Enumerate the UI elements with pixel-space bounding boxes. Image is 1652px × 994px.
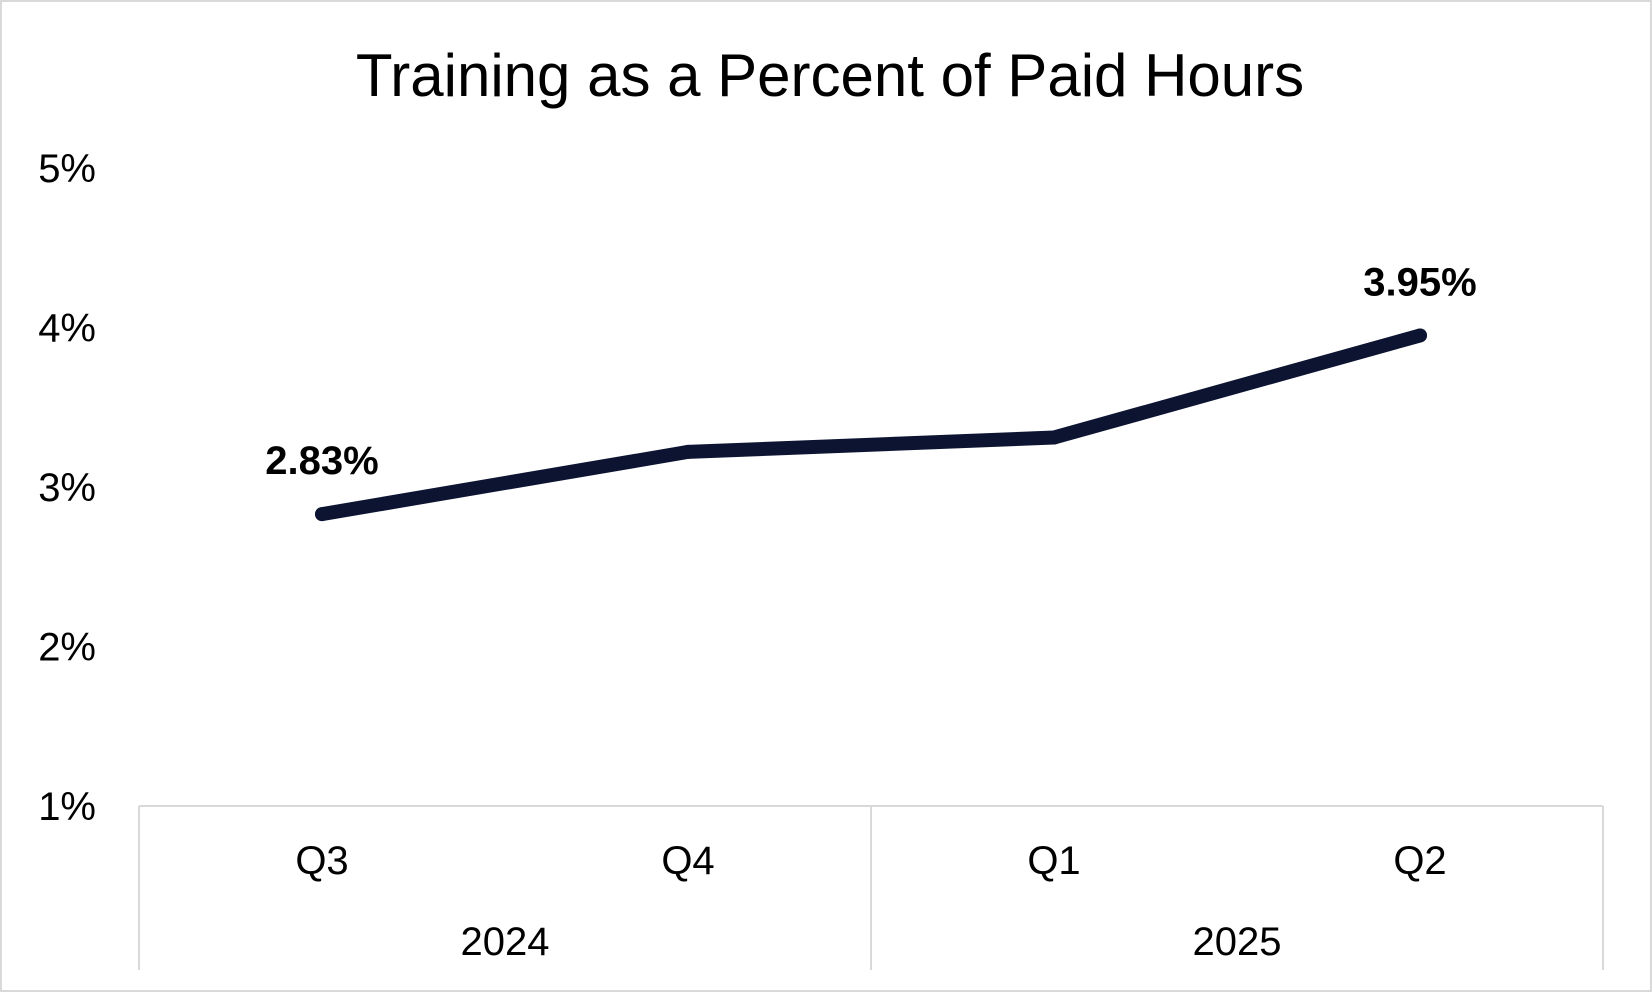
y-tick-label: 2% <box>38 626 96 670</box>
plot-area <box>315 328 1427 522</box>
x-tick-label: Q2 <box>1393 839 1446 883</box>
x-tick-label: Q1 <box>1027 839 1080 883</box>
data-point <box>1413 328 1427 343</box>
data-point <box>681 444 695 459</box>
y-tick-label: 1% <box>38 785 96 829</box>
y-tick-label: 3% <box>38 466 96 510</box>
y-axis: 5% 4% 3% 2% 1% <box>38 147 96 829</box>
x-tick-label: Q4 <box>661 839 714 883</box>
x-axis: 2024 2025 Q3 Q4 Q1 Q2 <box>138 805 1604 970</box>
y-tick-label: 4% <box>38 307 96 351</box>
x-tick-label: Q3 <box>295 839 348 883</box>
chart-title: Training as a Percent of Paid Hours <box>356 42 1304 109</box>
y-tick-label: 5% <box>38 147 96 191</box>
data-label: 3.95% <box>1363 260 1476 304</box>
data-labels: 2.83% 3.95% <box>265 260 1476 483</box>
data-point <box>315 507 329 522</box>
x-group-label: 2025 <box>1193 920 1282 964</box>
x-group-label: 2024 <box>461 920 550 964</box>
data-label: 2.83% <box>265 439 378 483</box>
series-line <box>315 328 1427 522</box>
data-point <box>1047 430 1061 445</box>
